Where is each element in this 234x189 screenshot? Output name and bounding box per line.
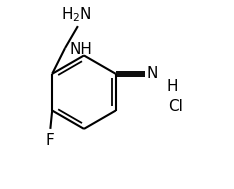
Text: F: F (46, 132, 55, 148)
Text: H: H (166, 79, 178, 94)
Text: N: N (146, 66, 157, 81)
Text: Cl: Cl (168, 99, 183, 114)
Text: NH: NH (69, 43, 92, 57)
Text: H$_2$N: H$_2$N (61, 5, 91, 24)
